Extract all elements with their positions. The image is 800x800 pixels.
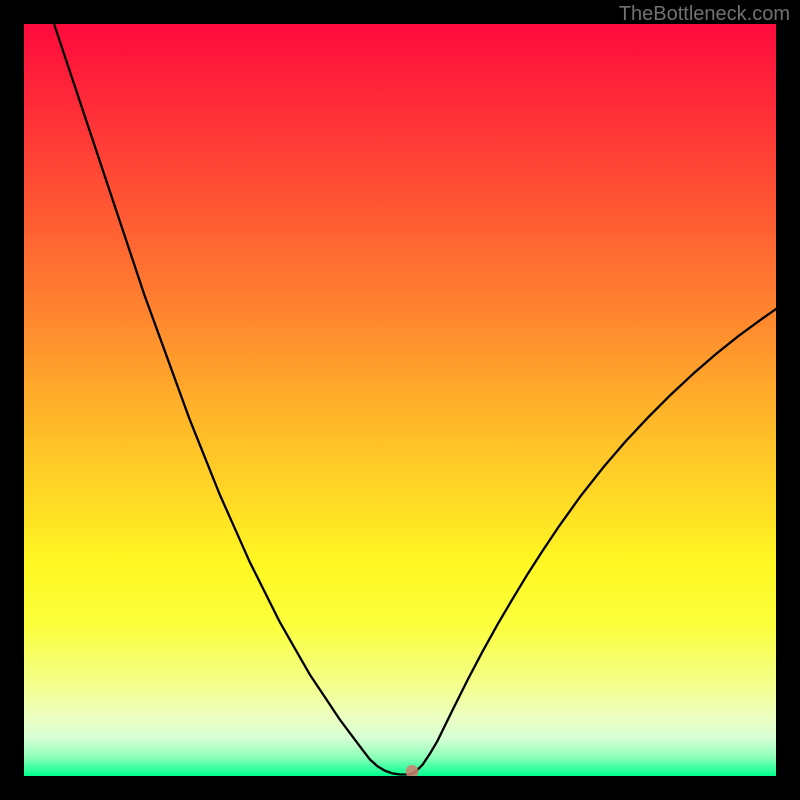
optimal-point-marker [24, 24, 776, 776]
plot-area [24, 24, 776, 776]
watermark-text: TheBottleneck.com [619, 3, 790, 26]
chart-container: TheBottleneck.com [0, 0, 800, 800]
